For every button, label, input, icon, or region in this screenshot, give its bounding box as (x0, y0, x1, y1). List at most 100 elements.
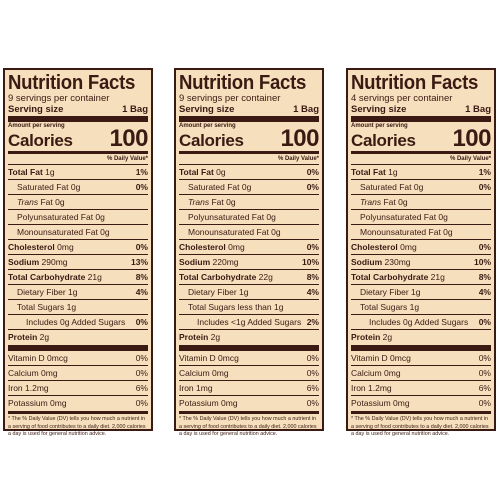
polyunsaturated-fat-row: Polyunsaturated Fat 0g (179, 210, 319, 225)
dietary-fiber-dv: 4% (306, 287, 319, 297)
total-fat-row: Total Fat 1g 1% (351, 165, 491, 180)
vitamin-d-label: Vitamin D 0mcg (179, 353, 239, 363)
calcium-row: Calcium 0mg 0% (351, 366, 491, 381)
total-fat-label: Total Fat (179, 167, 214, 177)
protein-row: Protein 2g (179, 330, 319, 345)
total-sugars-label: Total Sugars less than 1g (188, 302, 284, 312)
calcium-dv: 0% (135, 368, 148, 378)
vitamin-d-row: Vitamin D 0mcg 0% (351, 351, 491, 366)
added-sugars-dv: 0% (135, 317, 148, 327)
trans-fat-row: Trans Fat 0g (8, 195, 148, 210)
medium-divider (351, 151, 491, 154)
trans-fat-label: Fat 0g (38, 197, 65, 207)
calories-label: Calories (179, 131, 244, 150)
panel-title: Nutrition Facts (8, 72, 136, 94)
cholesterol-dv: 0% (135, 242, 148, 252)
iron-dv: 6% (306, 383, 319, 393)
serving-size-label: Serving size (8, 104, 64, 115)
thick-divider (179, 345, 319, 351)
added-sugars-row: Includes 0g Added Sugars 0% (351, 315, 491, 330)
cholesterol-row: Cholesterol 0mg 0% (8, 240, 148, 255)
monounsaturated-fat-row: Monounsaturated Fat 0g (8, 225, 148, 240)
daily-value-footnote: * The % Daily Value (DV) tells you how m… (351, 416, 489, 437)
medium-divider (8, 151, 148, 154)
total-fat-row: Total Fat 0g 0% (179, 165, 319, 180)
dietary-fiber-row: Dietary Fiber 1g 4% (179, 285, 319, 300)
protein-amount: 2g (210, 332, 221, 342)
protein-row: Protein 2g (351, 330, 491, 345)
servings-per-container: 9 servings per container (8, 93, 110, 104)
polyunsaturated-fat-row: Polyunsaturated Fat 0g (351, 210, 491, 225)
amount-per-serving: Amount per serving (8, 123, 65, 129)
dietary-fiber-label: Dietary Fiber 1g (360, 287, 421, 297)
sodium-dv: 10% (473, 257, 491, 267)
total-sugars-label: Total Sugars 1g (17, 302, 77, 312)
daily-value-header: % Daily Value* (351, 154, 491, 165)
protein-amount: 2g (382, 332, 393, 342)
potassium-dv: 0% (135, 398, 148, 408)
cholesterol-dv: 0% (478, 242, 491, 252)
nutrition-facts-panel-2: Nutrition Facts 9 servings per container… (174, 68, 324, 437)
potassium-row: Potassium 0mg 0% (8, 396, 148, 411)
iron-label: Iron 1.2mg (351, 383, 392, 393)
medium-divider (8, 411, 148, 414)
calories-row: Calories 100 (8, 127, 148, 151)
polyunsaturated-fat-label: Polyunsaturated Fat 0g (17, 212, 105, 222)
added-sugars-label: Includes 0g Added Sugars (26, 317, 126, 327)
vitamin-d-row: Vitamin D 0mcg 0% (179, 351, 319, 366)
added-sugars-row: Includes 0g Added Sugars 0% (8, 315, 148, 330)
iron-dv: 6% (478, 383, 491, 393)
added-sugars-label: Includes <1g Added Sugars (197, 317, 302, 327)
vitamin-d-dv: 0% (135, 353, 148, 363)
monounsaturated-fat-row: Monounsaturated Fat 0g (179, 225, 319, 240)
sodium-label: Sodium (8, 257, 40, 267)
dietary-fiber-dv: 4% (135, 287, 148, 297)
saturated-fat-row: Saturated Fat 0g 0% (351, 180, 491, 195)
saturated-fat-label: Saturated Fat 0g (17, 182, 81, 192)
added-sugars-dv: 2% (306, 317, 319, 327)
added-sugars-row: Includes <1g Added Sugars 2% (179, 315, 319, 330)
saturated-fat-label: Saturated Fat 0g (188, 182, 252, 192)
cholesterol-label: Cholesterol (8, 242, 55, 252)
cholesterol-amount: 0mg (228, 242, 245, 252)
iron-label: Iron 1mg (179, 383, 213, 393)
sodium-row: Sodium 290mg 13% (8, 255, 148, 270)
saturated-fat-dv: 0% (306, 182, 319, 192)
total-sugars-row: Total Sugars less than 1g (179, 300, 319, 315)
iron-label: Iron 1.2mg (8, 383, 49, 393)
calcium-dv: 0% (478, 368, 491, 378)
saturated-fat-dv: 0% (135, 182, 148, 192)
servings-per-container: 4 servings per container (351, 93, 453, 104)
total-carbohydrate-amount: 22g (258, 272, 273, 282)
monounsaturated-fat-label: Monounsaturated Fat 0g (17, 227, 110, 237)
total-fat-amount: 1g (388, 167, 398, 177)
total-fat-label: Total Fat (8, 167, 43, 177)
serving-size-value: 1 Bag (293, 104, 319, 115)
polyunsaturated-fat-label: Polyunsaturated Fat 0g (188, 212, 276, 222)
sodium-amount: 220mg (212, 257, 239, 267)
total-fat-dv: 1% (478, 167, 491, 177)
trans-fat-label: Fat 0g (209, 197, 236, 207)
total-fat-dv: 0% (306, 167, 319, 177)
thick-divider (351, 345, 491, 351)
calories-row: Calories 100 (179, 125, 319, 152)
serving-size-row: Serving size 1 Bag (8, 104, 148, 116)
serving-size-value: 1 Bag (122, 104, 148, 115)
calories-value: 100 (280, 125, 319, 152)
vitamin-d-label: Vitamin D 0mcg (8, 353, 68, 363)
sodium-row: Sodium 220mg 10% (179, 255, 319, 270)
total-sugars-row: Total Sugars 1g (8, 300, 148, 315)
total-carbohydrate-dv: 8% (135, 272, 148, 282)
total-fat-amount: 1g (45, 167, 55, 177)
iron-row: Iron 1.2mg 6% (8, 381, 148, 396)
polyunsaturated-fat-row: Polyunsaturated Fat 0g (8, 210, 148, 225)
dietary-fiber-label: Dietary Fiber 1g (188, 287, 249, 297)
saturated-fat-dv: 0% (478, 182, 491, 192)
calories-label: Calories (351, 131, 416, 150)
cholesterol-amount: 0mg (57, 242, 74, 252)
total-fat-row: Total Fat 1g 1% (8, 165, 148, 180)
total-fat-amount: 0g (216, 167, 226, 177)
sodium-dv: 13% (130, 257, 148, 267)
trans-fat-label: Fat 0g (381, 197, 408, 207)
total-carbohydrate-dv: 8% (478, 272, 491, 282)
